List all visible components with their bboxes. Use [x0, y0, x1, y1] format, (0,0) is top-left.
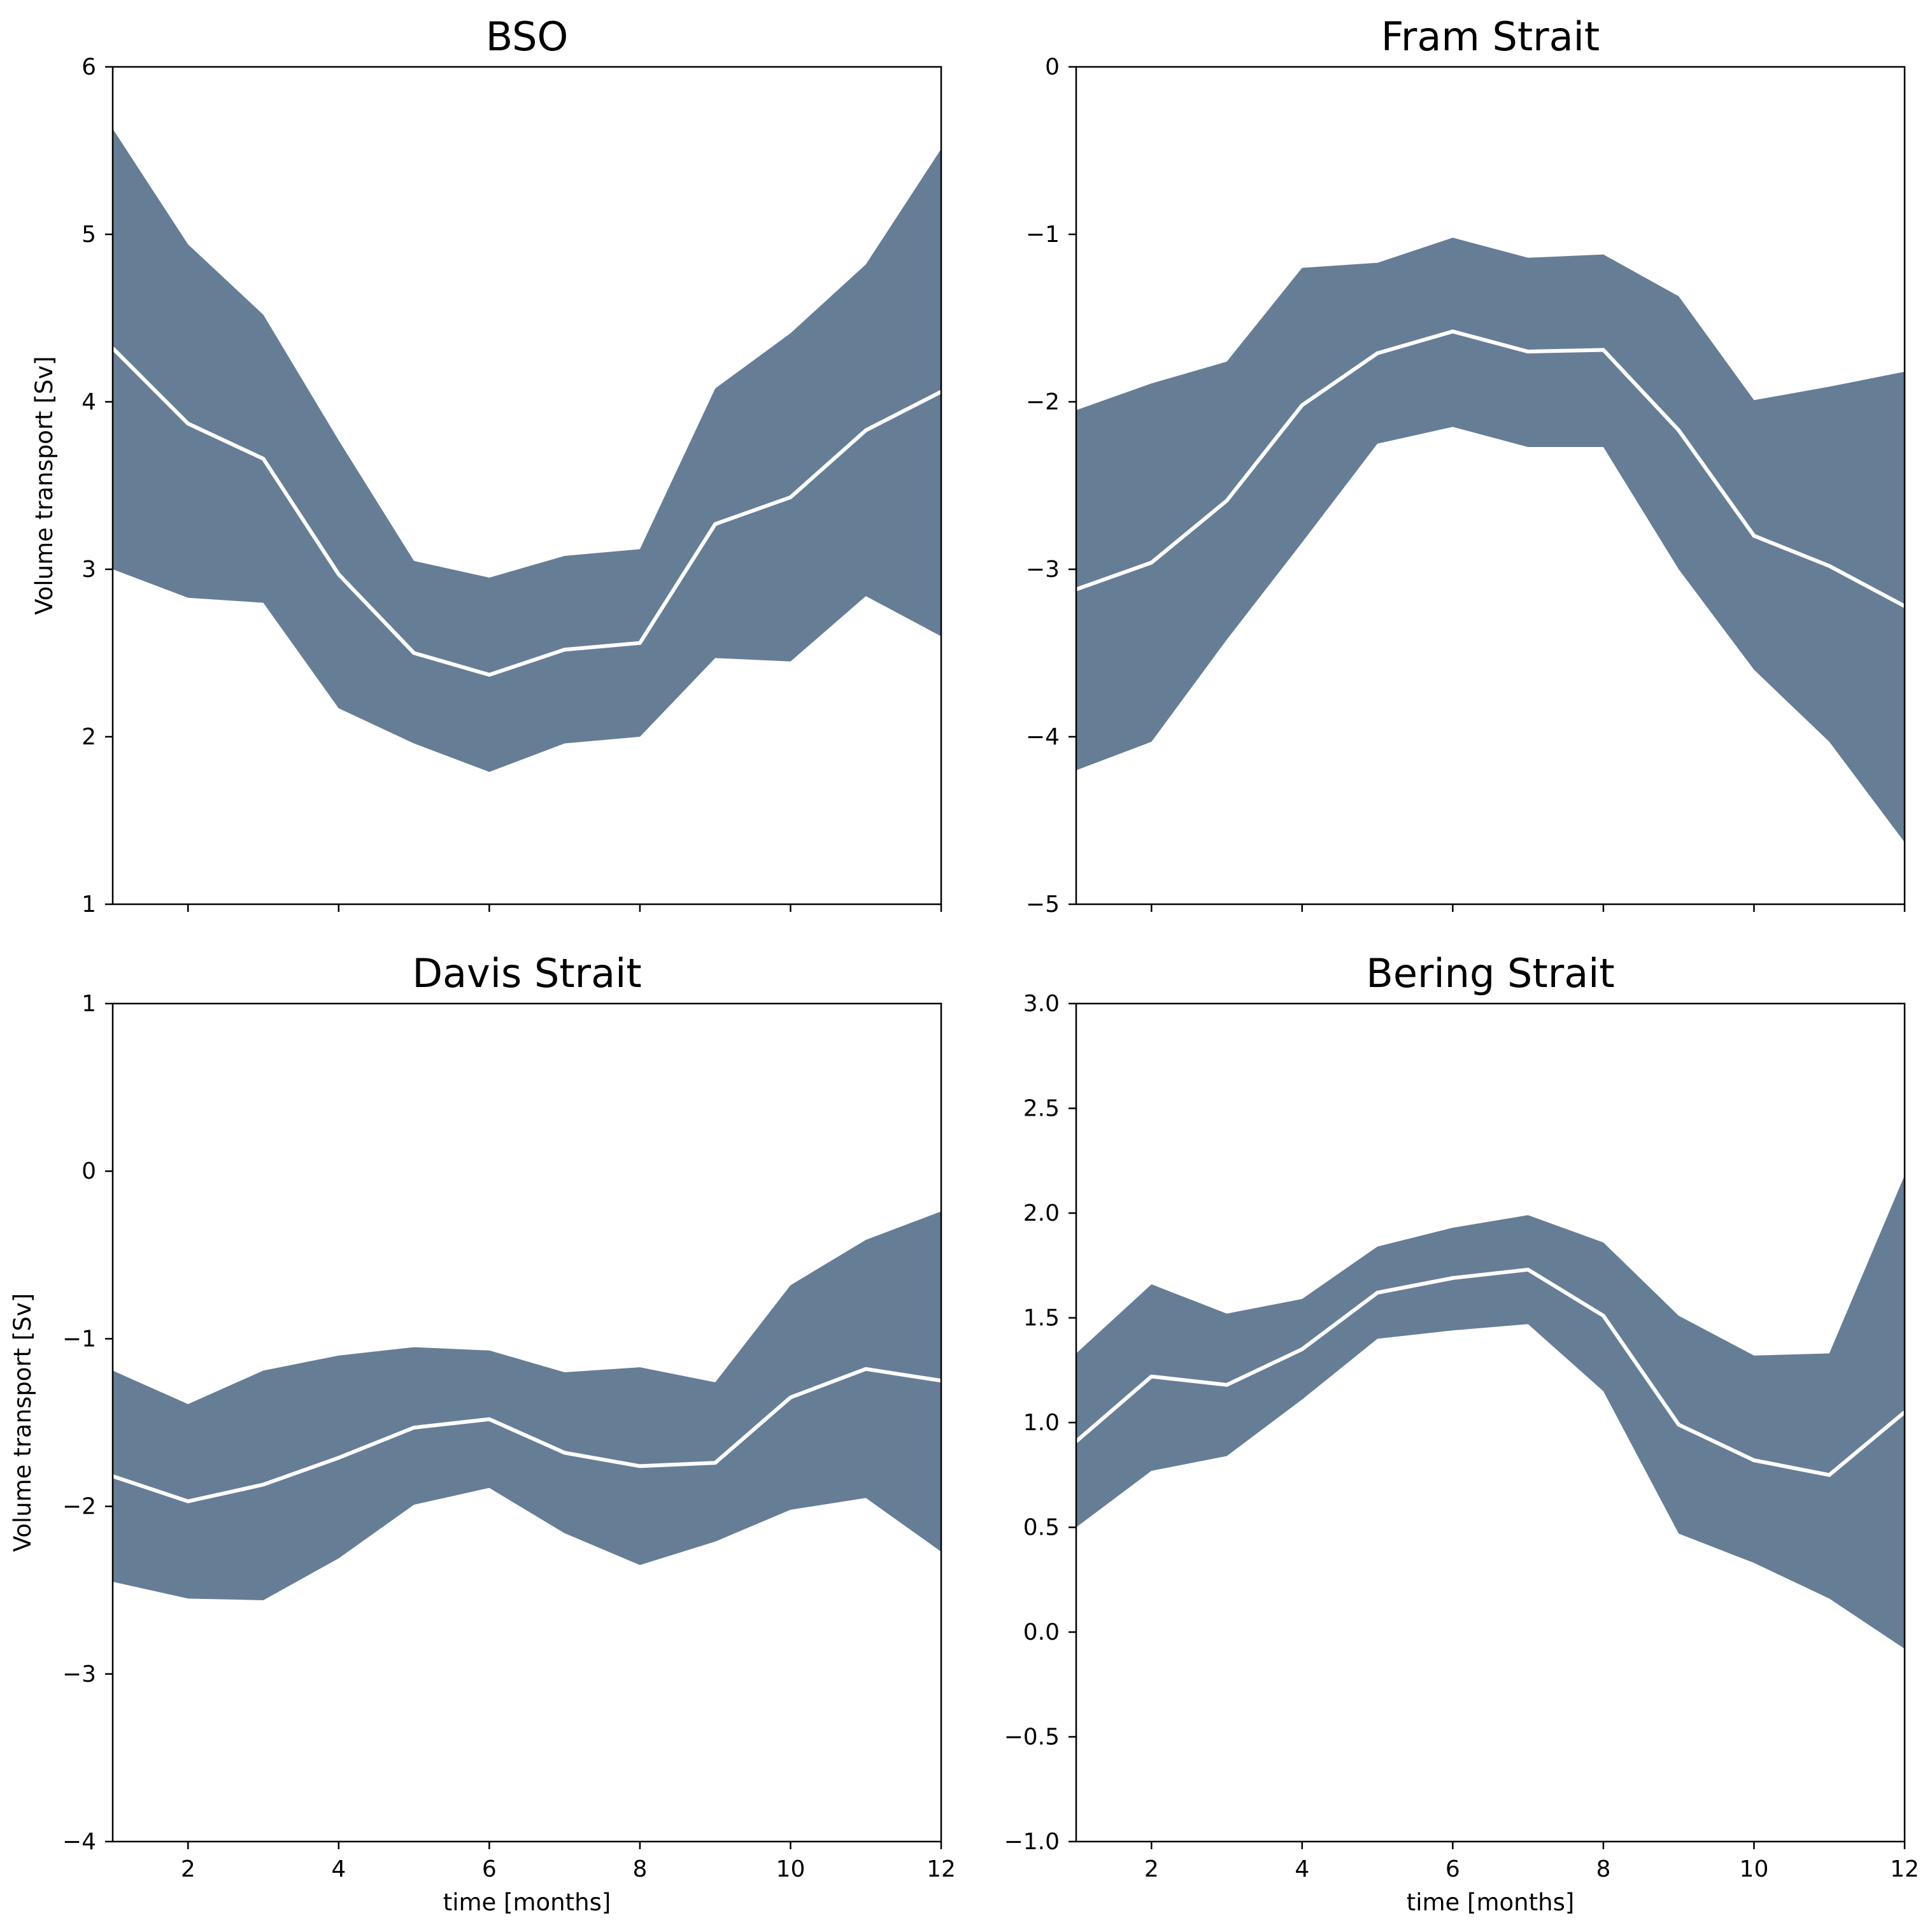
panel-4: −1.0 −0.5 0.0 0.5 1.0 1.5 2.0 2.5 3.0 2 4 6 8 10 12 Ber… — [1004, 950, 1919, 1916]
uncertainty-band — [113, 1211, 941, 1600]
y-tick-label: −2 — [1026, 389, 1060, 415]
y-tick-label: 0 — [82, 1158, 96, 1184]
y-tick-label: −0.5 — [1004, 1724, 1060, 1751]
x-tick-label: 10 — [776, 1856, 806, 1882]
x-axis-label: time [months] — [443, 1889, 611, 1916]
x-tick-label: 6 — [482, 1856, 497, 1882]
y-tick-label: −1 — [1026, 222, 1060, 248]
y-axis-label: Volume transport [Sv] — [31, 356, 58, 614]
x-tick-label: 2 — [1144, 1856, 1159, 1882]
uncertainty-band — [1076, 1175, 1905, 1649]
y-tick-label: 3 — [82, 557, 96, 583]
x-tick-label: 2 — [181, 1856, 195, 1882]
y-tick-label: −3 — [1026, 557, 1060, 583]
y-tick-label: 6 — [82, 54, 96, 80]
y-tick-label: 2.0 — [1023, 1200, 1060, 1226]
x-axis-label: time [months] — [1407, 1889, 1575, 1916]
y-tick-label: −1.0 — [1004, 1829, 1060, 1855]
axes-frame — [111, 1002, 942, 1843]
uncertainty-band — [113, 129, 941, 772]
y-tick-label: 5 — [82, 222, 96, 248]
x-tick-label: 10 — [1740, 1856, 1769, 1882]
y-axis-label: Volume transport [Sv] — [9, 1293, 36, 1552]
y-tick-label: 1.0 — [1023, 1410, 1060, 1436]
x-tick-label: 8 — [632, 1856, 647, 1882]
panel-title: Fram Strait — [1381, 13, 1600, 60]
y-tick-label: 1 — [82, 991, 96, 1017]
y-tick-label: −5 — [1026, 891, 1060, 918]
axes-frame — [111, 66, 942, 906]
y-tick-label: 4 — [82, 389, 96, 415]
y-tick-label: 3.0 — [1023, 991, 1060, 1017]
y-tick-label: 1.5 — [1023, 1305, 1060, 1332]
mean-line — [1076, 1267, 1905, 1477]
mean-line — [113, 346, 941, 677]
uncertainty-band — [1076, 238, 1905, 842]
panel-title: Davis Strait — [412, 950, 641, 997]
x-tick-label: 4 — [331, 1856, 346, 1882]
x-tick-label: 6 — [1445, 1856, 1460, 1882]
y-tick-label: 2 — [82, 724, 96, 750]
y-tick-label: 0.5 — [1023, 1515, 1060, 1541]
y-tick-label: 2.5 — [1023, 1096, 1060, 1122]
axes-frame — [1075, 66, 1906, 906]
panel-title: Bering Strait — [1366, 950, 1614, 997]
panel-2: −5 −4 −3 −2 −1 0 Fram Strait — [1026, 13, 1906, 918]
x-tick-label: 4 — [1295, 1856, 1309, 1882]
mean-line — [1076, 329, 1905, 608]
y-tick-label: −4 — [1026, 724, 1060, 750]
y-tick-label: 0 — [1045, 54, 1060, 80]
y-tick-label: 0.0 — [1023, 1619, 1060, 1645]
panel-1: 1 2 3 4 5 6 BSO Volume transport [Sv] — [31, 13, 942, 918]
y-tick-label: −4 — [62, 1829, 96, 1855]
y-tick-label: −2 — [62, 1494, 96, 1520]
y-tick-label: −1 — [62, 1326, 96, 1352]
x-tick-label: 8 — [1596, 1856, 1610, 1882]
x-tick-label: 12 — [1890, 1856, 1919, 1882]
y-tick-label: 1 — [82, 891, 96, 918]
panel-title: BSO — [486, 13, 569, 60]
x-tick-label: 12 — [927, 1856, 956, 1882]
y-tick-label: −3 — [62, 1661, 96, 1687]
mean-line — [113, 1367, 941, 1503]
